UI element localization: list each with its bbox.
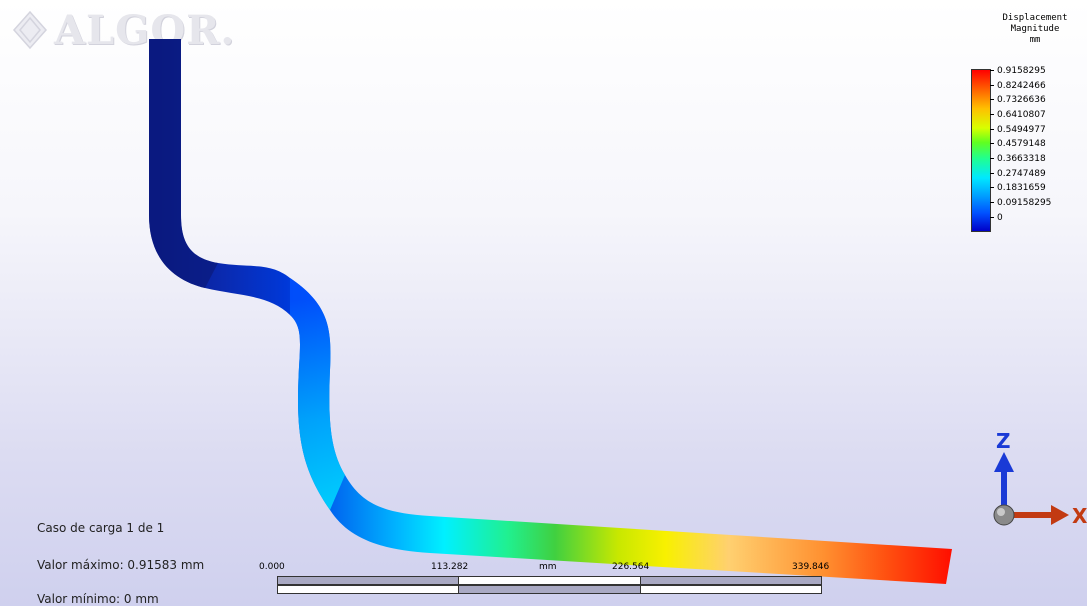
legend-label: 0 bbox=[990, 213, 1003, 224]
axis-triad-icon: Z X bbox=[993, 429, 1087, 528]
algor-logo: ALGOR. bbox=[12, 6, 236, 54]
legend-title: Displacement Magnitude mm bbox=[985, 13, 1085, 46]
scale-bar bbox=[277, 576, 822, 596]
legend-unit: mm bbox=[1029, 35, 1041, 45]
legend-label: 0.7326636 bbox=[990, 95, 1046, 106]
logo-text: ALGOR. bbox=[54, 6, 236, 54]
z-axis-arrowhead bbox=[994, 452, 1014, 472]
max-value-text: Valor máximo: 0.91583 mm bbox=[37, 558, 205, 572]
legend-label: 0.5494977 bbox=[990, 125, 1046, 136]
z-axis-label: Z bbox=[996, 429, 1011, 453]
load-case-text: Caso de carga 1 de 1 bbox=[37, 521, 165, 535]
scale-bar-bottom bbox=[277, 585, 822, 594]
z-axis-shaft bbox=[1001, 466, 1007, 518]
legend-label: 0.09158295 bbox=[990, 198, 1051, 209]
scale-label-2: 226.564 bbox=[612, 562, 650, 572]
pipe-vertical-shade bbox=[290, 278, 345, 510]
scale-label-1: 113.282 bbox=[431, 562, 469, 572]
scale-unit-label: mm bbox=[539, 562, 557, 572]
pipe-surface bbox=[149, 39, 952, 584]
legend-label: 0.9158295 bbox=[990, 66, 1046, 77]
legend-label: 0.1831659 bbox=[990, 183, 1046, 194]
legend-title-line1: Displacement bbox=[1002, 13, 1068, 23]
x-axis-arrowhead bbox=[1051, 505, 1069, 525]
axis-triad[interactable]: Z X bbox=[985, 428, 1087, 542]
pipe-top-shade bbox=[149, 39, 218, 288]
x-axis-label: X bbox=[1072, 504, 1087, 528]
legend-label: 0.4579148 bbox=[990, 139, 1046, 150]
min-value-text: Valor mínimo: 0 mm bbox=[37, 592, 159, 606]
legend-title-line2: Magnitude bbox=[1010, 24, 1060, 34]
legend-color-bar bbox=[971, 69, 991, 232]
legend-label: 0.6410807 bbox=[990, 110, 1046, 121]
legend-label: 0.2747489 bbox=[990, 169, 1046, 180]
x-axis-shaft bbox=[1009, 512, 1057, 518]
scale-label-3: 339.846 bbox=[792, 562, 830, 572]
scale-label-0: 0.000 bbox=[259, 562, 285, 572]
scale-bar-top bbox=[277, 576, 822, 585]
logo-diamond-icon bbox=[12, 10, 48, 50]
legend-label: 0.3663318 bbox=[990, 154, 1046, 165]
triad-origin-sphere bbox=[993, 504, 1015, 526]
legend-label: 0.8242466 bbox=[990, 81, 1046, 92]
